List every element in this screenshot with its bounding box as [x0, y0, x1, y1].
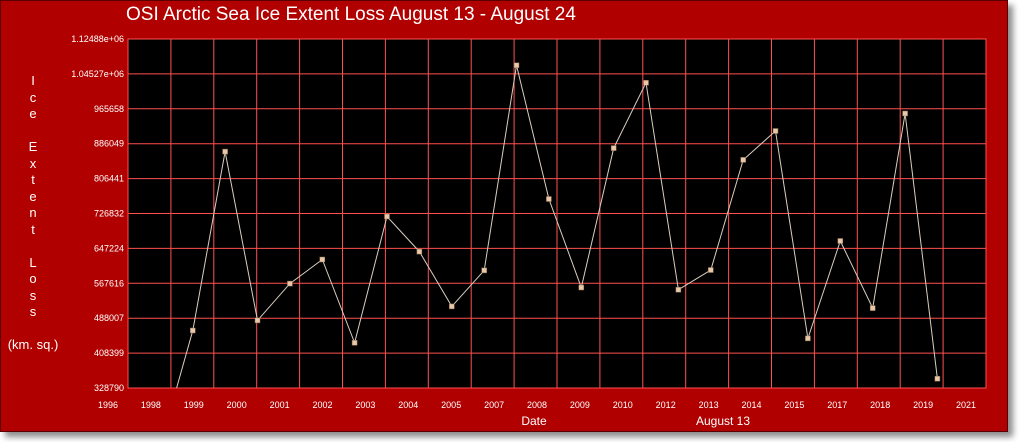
data-point	[222, 148, 228, 155]
data-point	[449, 303, 455, 310]
x-axis-label: Date	[521, 414, 547, 428]
x-tick-label: 2009	[570, 400, 590, 410]
plot-border	[127, 38, 987, 389]
y-tick-label: 965658	[94, 104, 124, 114]
data-point	[513, 62, 520, 69]
data-point	[578, 284, 585, 291]
y-tick-label: 886049	[94, 139, 124, 149]
x-tick-label: 2019	[913, 400, 933, 410]
y-tick-label: 408399	[94, 348, 124, 358]
data-point	[934, 375, 941, 382]
x-tick-label: 2007	[484, 400, 504, 410]
chart-title: OSI Arctic Sea Ice Extent Loss August 13…	[126, 4, 576, 25]
x-tick-label: 2000	[227, 400, 247, 410]
data-point	[740, 157, 746, 163]
x-tick-label: 2012	[656, 400, 676, 410]
x-tick-label: 2002	[312, 400, 332, 410]
y-axis-label: I c e E x t e n t L o s s (km. sq.)	[7, 73, 59, 352]
data-point	[837, 238, 844, 244]
data-point	[416, 248, 423, 255]
y-tick-label: 567616	[94, 278, 124, 288]
data-series	[176, 62, 941, 389]
y-axis-ticks: 1.12488e+06 1.04527e+06 965658 886049 806441…	[71, 34, 124, 393]
x-tick-label: 1999	[184, 400, 204, 410]
x-axis-ticks: 1996 1998 1999 2000 2001 2002 2003 2004 2005 2007…	[98, 400, 976, 410]
data-point	[384, 213, 390, 220]
x-tick-label: 2001	[270, 400, 290, 410]
x-axis-secondary-label: August 13	[696, 414, 750, 428]
y-tick-label: 488007	[94, 313, 124, 323]
data-point	[351, 340, 358, 346]
x-tick-label: 2021	[956, 400, 976, 410]
x-tick-label: 2003	[355, 400, 375, 410]
data-point	[481, 267, 487, 274]
data-point	[869, 305, 876, 311]
y-tick-label: 647224	[94, 243, 124, 253]
data-point	[805, 335, 811, 342]
x-tick-label: 2010	[613, 400, 633, 410]
x-tick-label: 2017	[827, 400, 847, 410]
data-point	[287, 280, 293, 287]
x-tick-label: 1996	[98, 400, 118, 410]
x-tick-label: 2013	[699, 400, 719, 410]
data-point	[902, 110, 908, 117]
x-tick-label: 2018	[870, 400, 890, 410]
y-tick-label: 1.04527e+06	[71, 69, 124, 79]
data-point	[546, 196, 552, 202]
x-tick-label: 2005	[441, 400, 461, 410]
data-point	[190, 327, 196, 334]
data-point	[319, 256, 326, 263]
x-tick-label: 2015	[784, 400, 804, 410]
data-point	[610, 145, 617, 151]
y-tick-label: 328790	[94, 383, 124, 393]
x-tick-label: 2008	[527, 400, 547, 410]
data-point	[708, 267, 714, 273]
grid-lines	[127, 38, 987, 389]
x-tick-label: 1998	[141, 400, 161, 410]
data-point	[772, 128, 779, 134]
x-tick-label: 2014	[741, 400, 761, 410]
y-tick-label: 1.12488e+06	[71, 34, 124, 44]
data-point	[254, 317, 261, 324]
y-tick-label: 806441	[94, 174, 124, 184]
y-tick-label: 726832	[94, 209, 124, 219]
data-point	[643, 80, 649, 86]
x-tick-label: 2004	[398, 400, 418, 410]
data-point	[675, 286, 682, 293]
